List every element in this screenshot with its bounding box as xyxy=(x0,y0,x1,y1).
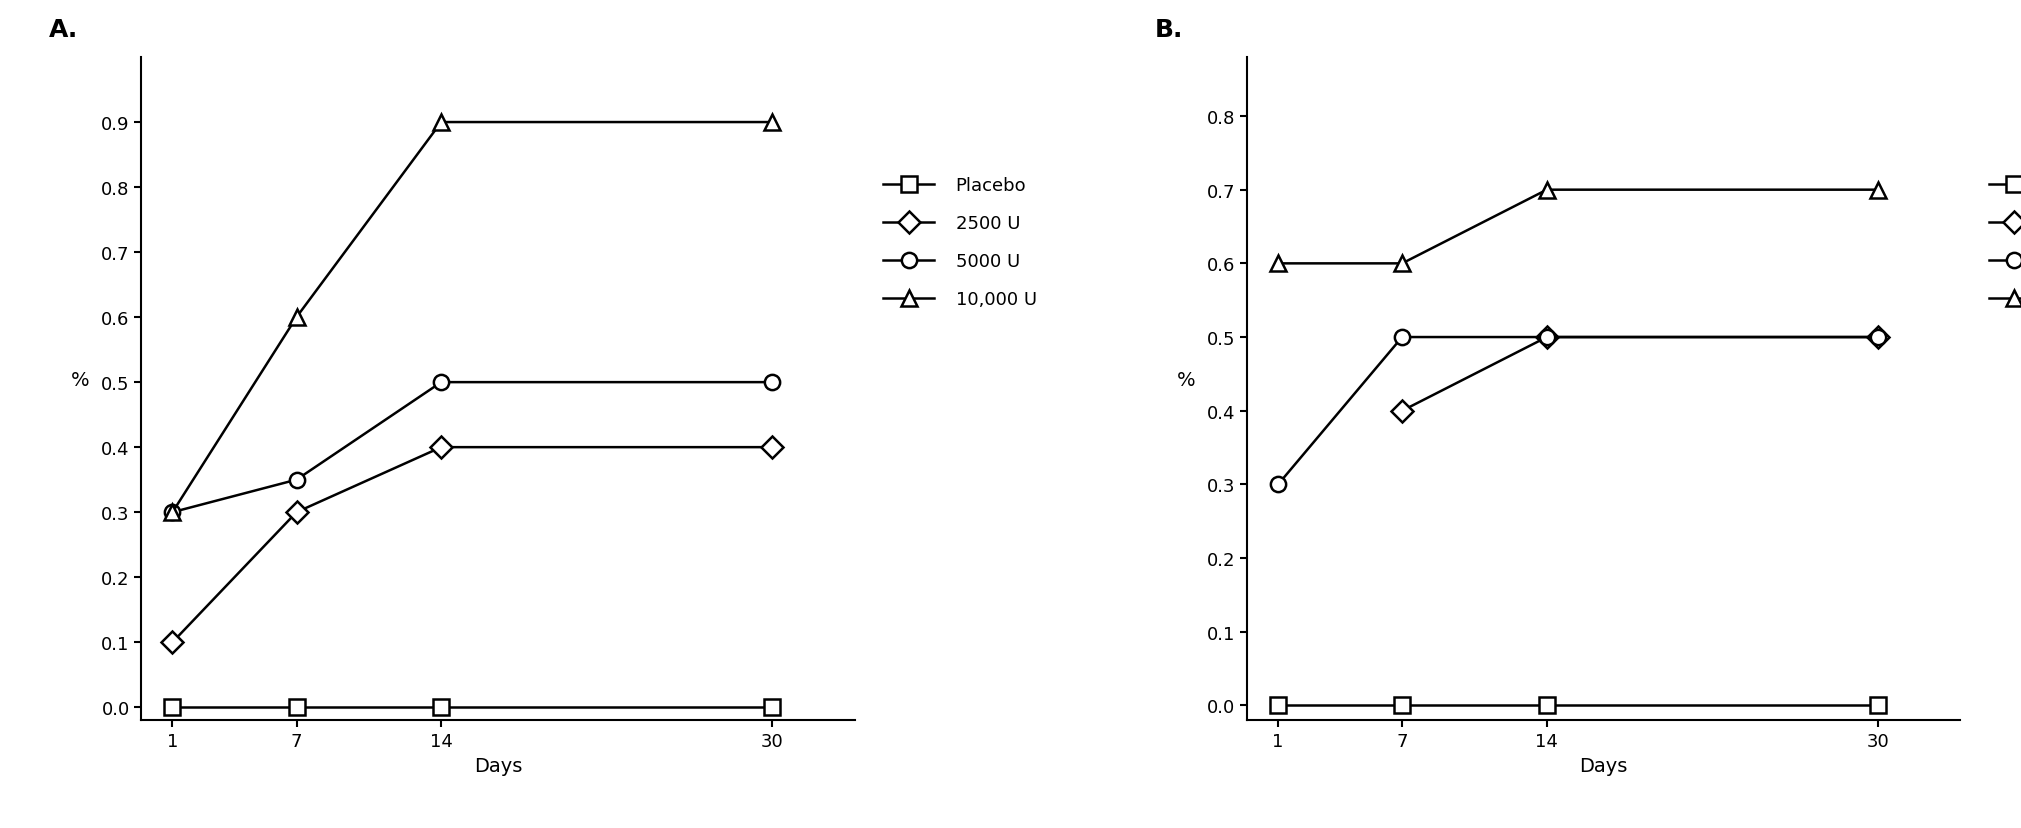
5000 U xyxy=(428,378,453,388)
Placebo xyxy=(160,702,184,712)
5000 U xyxy=(1390,333,1415,343)
Line: Placebo: Placebo xyxy=(1271,698,1886,713)
Placebo xyxy=(760,702,784,712)
Placebo xyxy=(1265,700,1289,710)
10,000 U xyxy=(760,118,784,128)
2500 U xyxy=(760,443,784,453)
Text: A.: A. xyxy=(49,18,79,42)
Y-axis label: %: % xyxy=(71,370,89,389)
2500 U xyxy=(1534,333,1558,343)
5000 U xyxy=(160,508,184,518)
Line: 10,000 U: 10,000 U xyxy=(166,115,780,520)
Line: Placebo: Placebo xyxy=(166,700,780,715)
Line: 10,000 U: 10,000 U xyxy=(1271,183,1886,272)
Placebo xyxy=(428,702,453,712)
Line: 5000 U: 5000 U xyxy=(166,375,780,520)
Placebo xyxy=(1865,700,1890,710)
10,000 U xyxy=(1265,259,1289,269)
X-axis label: Days: Days xyxy=(1580,756,1627,775)
Line: 2500 U: 2500 U xyxy=(166,440,780,650)
2500 U xyxy=(428,443,453,453)
Legend: Placebo, 2500 U, 5000 U, 10,000 U: Placebo, 2500 U, 5000 U, 10,000 U xyxy=(1989,177,2021,309)
5000 U xyxy=(285,475,309,485)
10,000 U xyxy=(428,118,453,128)
10,000 U xyxy=(1390,259,1415,269)
Line: 5000 U: 5000 U xyxy=(1271,330,1886,493)
2500 U xyxy=(1390,407,1415,416)
10,000 U xyxy=(160,508,184,518)
Text: B.: B. xyxy=(1154,18,1182,42)
2500 U xyxy=(285,508,309,518)
Placebo xyxy=(285,702,309,712)
X-axis label: Days: Days xyxy=(475,756,521,775)
Y-axis label: %: % xyxy=(1176,370,1194,389)
10,000 U xyxy=(1865,185,1890,195)
5000 U xyxy=(1265,480,1289,490)
10,000 U xyxy=(1534,185,1558,195)
Placebo xyxy=(1390,700,1415,710)
Placebo xyxy=(1534,700,1558,710)
Line: 2500 U: 2500 U xyxy=(1394,330,1886,419)
5000 U xyxy=(1534,333,1558,343)
Legend: Placebo, 2500 U, 5000 U, 10,000 U: Placebo, 2500 U, 5000 U, 10,000 U xyxy=(883,177,1037,309)
5000 U xyxy=(1865,333,1890,343)
10,000 U xyxy=(285,313,309,323)
5000 U xyxy=(760,378,784,388)
2500 U xyxy=(160,638,184,647)
2500 U xyxy=(1865,333,1890,343)
